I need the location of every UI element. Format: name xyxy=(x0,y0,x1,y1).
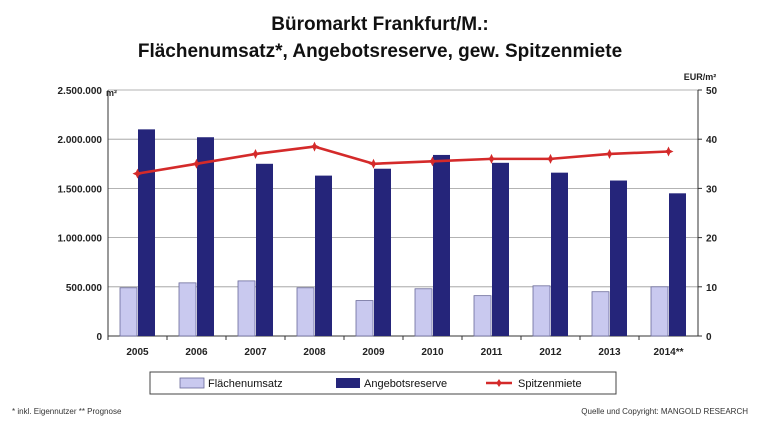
y-left-tick-label: 2.000.000 xyxy=(58,135,103,146)
line-point-spitzenmiete xyxy=(427,156,438,167)
x-tick-label: 2013 xyxy=(598,347,621,358)
x-tick-label: 2012 xyxy=(539,347,562,358)
footnote-right: Quelle und Copyright: MANGOLD RESEARCH xyxy=(581,407,748,416)
y-left-tick-label: 1.500.000 xyxy=(58,184,103,195)
x-tick-label: 2005 xyxy=(126,347,149,358)
legend-label-spitzenmiete: Spitzenmiete xyxy=(518,378,582,390)
bar-fl-chenumsatz-2014 xyxy=(650,286,669,337)
legend-frame xyxy=(149,371,617,395)
bar-angebotsreserve-2012 xyxy=(551,172,568,336)
bar-angebotsreserve-2010 xyxy=(433,154,450,336)
legend-label-flaechenumsatz: Flächenumsatz xyxy=(208,378,283,390)
gridlines xyxy=(108,89,698,288)
line-point-spitzenmiete xyxy=(250,148,261,159)
line-point-spitzenmiete xyxy=(486,153,497,164)
x-tick-label: 2006 xyxy=(185,347,208,358)
y-right-tick-label: 10 xyxy=(706,283,718,294)
bar-angebotsreserve-2014 xyxy=(669,193,686,336)
legend-swatch-flaechenumsatz xyxy=(179,377,205,389)
chart-title-line1: Büromarkt Frankfurt/M.: xyxy=(271,14,488,35)
line-point-spitzenmiete xyxy=(132,168,143,179)
legend: Flächenumsatz Angebotsreserve Spitzenmie… xyxy=(149,371,617,395)
y-right-tick-label: 40 xyxy=(706,135,718,146)
bar-fl-chenumsatz-2008 xyxy=(296,287,315,337)
bar-angebotsreserve-2008 xyxy=(315,175,332,336)
bars xyxy=(119,129,686,337)
y-right-unit: EUR/m² xyxy=(684,72,717,82)
bar-angebotsreserve-2011 xyxy=(492,162,509,336)
footnote-left: * inkl. Eigennutzer ** Prognose xyxy=(12,407,122,416)
x-tick-label: 2014** xyxy=(653,347,683,358)
line-point-spitzenmiete xyxy=(368,158,379,169)
bar-fl-chenumsatz-2006 xyxy=(178,282,197,337)
y-right-tick-label: 50 xyxy=(706,86,718,97)
y-left-tick-label: 2.500.000 xyxy=(58,86,103,97)
bar-angebotsreserve-2009 xyxy=(374,168,391,336)
y-right-tick-label: 30 xyxy=(706,184,718,195)
bar-angebotsreserve-2013 xyxy=(610,180,627,336)
bar-angebotsreserve-2005 xyxy=(138,129,155,336)
line-spitzenmiete xyxy=(137,145,669,175)
legend-label-angebotsreserve: Angebotsreserve xyxy=(364,378,447,390)
chart-title-line2: Flächenumsatz*, Angebotsreserve, gew. Sp… xyxy=(138,41,622,62)
bar-fl-chenumsatz-2012 xyxy=(532,285,551,337)
bar-fl-chenumsatz-2011 xyxy=(473,295,492,337)
legend-swatch-angebotsreserve xyxy=(336,378,360,388)
bar-fl-chenumsatz-2013 xyxy=(591,291,610,337)
y-left-unit: m² xyxy=(106,88,117,98)
y-left-tick-label: 1.000.000 xyxy=(58,234,103,245)
x-tick-label: 2010 xyxy=(421,347,444,358)
y-left-tick-label: 500.000 xyxy=(66,283,103,294)
line-point-spitzenmiete xyxy=(545,153,556,164)
line-point-spitzenmiete xyxy=(309,141,320,152)
tick-labels: 0 500.000 1.000.000 1.500.000 2.000.000 2.500… xyxy=(58,86,718,358)
x-tick-label: 2009 xyxy=(362,347,385,358)
x-tick-label: 2008 xyxy=(303,347,326,358)
y-left-tick-label: 0 xyxy=(96,332,102,343)
line-point-spitzenmiete xyxy=(191,158,202,169)
bar-angebotsreserve-2007 xyxy=(256,163,273,336)
bar-fl-chenumsatz-2005 xyxy=(119,287,138,337)
bar-fl-chenumsatz-2010 xyxy=(414,288,433,337)
line-series xyxy=(132,141,674,179)
line-point-spitzenmiete xyxy=(604,148,615,159)
bar-fl-chenumsatz-2007 xyxy=(237,280,256,337)
legend-marker-spitzenmiete xyxy=(494,379,504,387)
bar-fl-chenumsatz-2009 xyxy=(355,300,374,337)
bar-angebotsreserve-2006 xyxy=(197,137,214,336)
y-right-tick-label: 20 xyxy=(706,234,718,245)
y-right-tick-label: 0 xyxy=(706,332,712,343)
x-tick-label: 2007 xyxy=(244,347,267,358)
line-point-spitzenmiete xyxy=(663,146,674,157)
x-tick-label: 2011 xyxy=(481,347,503,358)
